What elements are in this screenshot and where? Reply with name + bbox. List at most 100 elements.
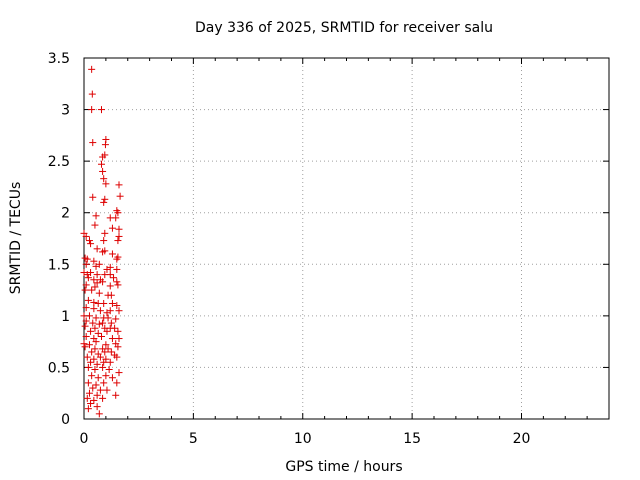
data-point: [85, 389, 93, 397]
data-point: [113, 353, 121, 361]
y-axis-label: SRMTID / TECUs: [8, 182, 24, 295]
data-point: [81, 343, 89, 351]
data-point: [84, 363, 92, 371]
data-point: [93, 279, 101, 287]
data-point: [88, 106, 96, 114]
data-point: [83, 394, 91, 402]
data-point: [87, 358, 95, 366]
data-point: [103, 327, 111, 335]
data-point: [108, 250, 116, 258]
data-point: [92, 314, 100, 322]
data-point: [115, 307, 123, 315]
data-point: [101, 247, 109, 255]
data-point: [115, 232, 123, 240]
data-point: [83, 255, 91, 263]
data-point: [114, 253, 122, 261]
data-point: [89, 193, 97, 201]
data-point: [92, 381, 100, 389]
data-point: [95, 410, 103, 418]
data-point: [93, 360, 101, 368]
data-point: [102, 180, 110, 188]
data-point: [106, 282, 114, 290]
data-point: [99, 167, 107, 175]
data-point: [101, 141, 109, 149]
data-point: [92, 212, 100, 220]
data-point: [96, 353, 104, 361]
data-point: [101, 195, 109, 203]
data-point: [114, 343, 122, 351]
y-tick-label: 0.5: [48, 360, 70, 376]
data-point: [82, 281, 90, 289]
data-point: [90, 257, 98, 265]
data-point: [95, 289, 103, 297]
data-point: [103, 265, 111, 273]
data-point: [107, 348, 115, 356]
x-tick-label: 0: [80, 431, 89, 447]
data-point: [108, 224, 116, 232]
x-tick-label: 10: [294, 431, 312, 447]
data-point: [81, 322, 89, 330]
data-point: [99, 153, 107, 161]
data-point: [89, 319, 97, 327]
data-point: [106, 307, 114, 315]
y-tick-label: 3: [61, 103, 70, 119]
y-tick-label: 3.5: [48, 51, 70, 67]
data-point: [90, 276, 98, 284]
data-point: [116, 192, 124, 200]
data-point: [100, 358, 108, 366]
data-point: [88, 372, 96, 380]
data-point: [101, 348, 109, 356]
data-point: [88, 286, 96, 294]
y-tick-label: 2.5: [48, 154, 70, 170]
data-point: [114, 281, 122, 289]
data-point: [94, 374, 102, 382]
data-point: [103, 386, 111, 394]
y-tick-label: 1: [61, 309, 70, 325]
data-point: [102, 341, 110, 349]
data-point: [82, 317, 90, 325]
data-point: [88, 348, 96, 356]
data-point: [115, 335, 123, 343]
data-point: [100, 299, 108, 307]
data-point: [85, 312, 93, 320]
data-point: [87, 400, 95, 408]
x-tick-label: 5: [189, 431, 198, 447]
data-point: [96, 307, 104, 315]
data-point: [100, 175, 108, 183]
data-point: [81, 286, 89, 294]
x-tick-label: 15: [403, 431, 421, 447]
data-point: [111, 324, 119, 332]
data-point: [102, 372, 110, 380]
data-point: [96, 386, 104, 394]
data-point: [87, 240, 95, 248]
data-point: [115, 181, 123, 189]
data-point: [93, 403, 101, 411]
data-point: [110, 274, 118, 282]
data-point: [108, 299, 116, 307]
data-point: [85, 341, 93, 349]
data-point: [91, 324, 99, 332]
axis-ticks: 0 5 10 15 20 0 0.5 1 1.5 2 2.5 3 3.5: [48, 51, 609, 447]
data-point: [82, 304, 90, 312]
data-point: [88, 90, 96, 98]
data-point: [90, 298, 98, 306]
data-point: [114, 209, 122, 217]
grid-lines: [84, 58, 609, 419]
data-point: [112, 391, 120, 399]
data-point: [98, 332, 105, 340]
y-tick-label: 1.5: [48, 257, 70, 273]
data-point: [113, 265, 121, 273]
data-point: [112, 315, 120, 323]
data-point: [99, 394, 107, 402]
y-tick-label: 0: [61, 412, 70, 428]
x-tick-label: 20: [513, 431, 531, 447]
plot-frame: [83, 57, 610, 420]
data-point: [99, 278, 107, 286]
data-point: [104, 345, 112, 353]
data-point: [94, 329, 102, 337]
data-point: [99, 363, 107, 371]
data-point: [108, 335, 116, 343]
data-point: [93, 245, 101, 253]
chart-title: Day 336 of 2025, SRMTID for receiver sal…: [195, 20, 493, 36]
